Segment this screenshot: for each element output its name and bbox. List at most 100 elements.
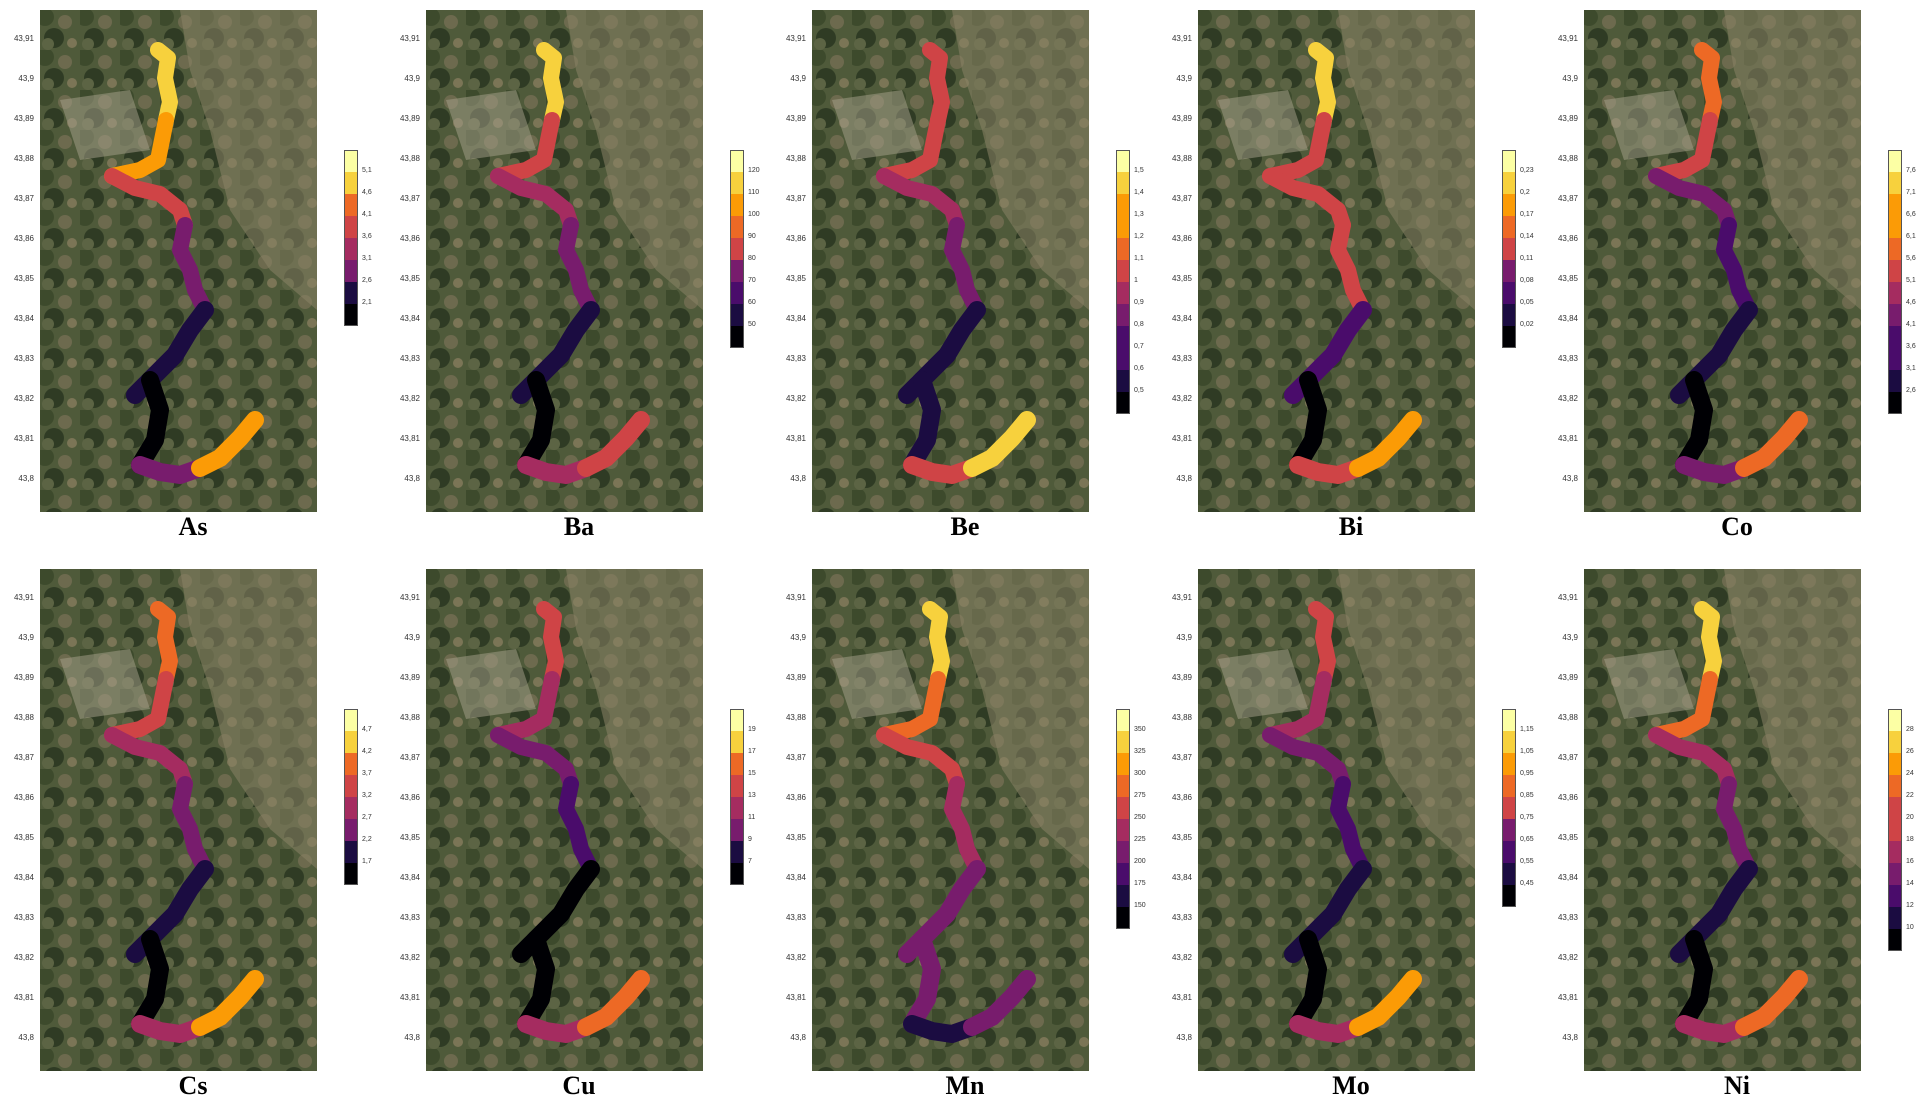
latitude-tick-label: 43,89 bbox=[1557, 114, 1578, 123]
legend-tick-label: 325 bbox=[1134, 748, 1146, 755]
legend-tick-label: 3,6 bbox=[362, 233, 372, 240]
river-segment bbox=[1349, 411, 1422, 477]
legend-tick-label: 1,05 bbox=[1520, 748, 1534, 755]
river-segment bbox=[1289, 1015, 1367, 1043]
latitude-tick-label: 43,87 bbox=[1171, 753, 1192, 762]
latitude-tick-label: 43,82 bbox=[13, 394, 34, 403]
legend-swatch bbox=[344, 731, 358, 753]
legend-tick-label: 5,6 bbox=[1906, 255, 1916, 262]
latitude-tick-label: 43,81 bbox=[1557, 434, 1578, 443]
latitude-tick-label: 43,85 bbox=[785, 833, 806, 842]
legend-swatch bbox=[1888, 216, 1902, 238]
latitude-tick-label: 43,81 bbox=[1557, 993, 1578, 1002]
river-segment bbox=[903, 1015, 981, 1043]
legend-swatch bbox=[1116, 731, 1130, 753]
legend-swatch bbox=[1888, 348, 1902, 370]
latitude-tick-label: 43,8 bbox=[404, 1033, 420, 1042]
river-segment bbox=[558, 217, 599, 318]
legend-swatch bbox=[1116, 753, 1130, 775]
legend-tick-label: 18 bbox=[1906, 836, 1914, 843]
legend-tick-label: 7,6 bbox=[1906, 167, 1916, 174]
legend-swatch bbox=[1116, 370, 1130, 392]
river-segment bbox=[577, 970, 650, 1036]
latitude-tick-label: 43,82 bbox=[1557, 953, 1578, 962]
urban-area bbox=[446, 649, 536, 719]
legend-tick-label: 1,7 bbox=[362, 858, 372, 865]
legend-swatch bbox=[730, 194, 744, 216]
latitude-tick-label: 43,89 bbox=[13, 114, 34, 123]
river-segment bbox=[1735, 411, 1808, 477]
legend-tick-label: 250 bbox=[1134, 814, 1146, 821]
map-panel-ni: 43,91 43,9 43,89 43,88 43,87 43,86 43,85 43,84 4… bbox=[1544, 559, 1930, 1118]
river-segment bbox=[517, 1015, 595, 1043]
legend-swatch bbox=[1888, 150, 1902, 172]
legend-frame bbox=[730, 709, 744, 885]
legend-tick-label: 6,1 bbox=[1906, 233, 1916, 240]
latitude-tick-label: 43,84 bbox=[1171, 873, 1192, 882]
map-panel-as: 43,91 43,9 43,89 43,88 43,87 43,86 43,85 43,84 4… bbox=[0, 0, 386, 559]
latitude-tick-label: 43,84 bbox=[399, 873, 420, 882]
element-label: Cu bbox=[562, 1071, 596, 1100]
legend-swatch bbox=[1888, 172, 1902, 194]
river-segment bbox=[903, 371, 941, 474]
river-segment bbox=[1716, 217, 1757, 318]
latitude-tick-label: 43,87 bbox=[399, 753, 420, 762]
river-segment bbox=[876, 671, 946, 743]
map-panel-be: 43,91 43,9 43,89 43,88 43,87 43,86 43,85 43,84 4… bbox=[772, 0, 1158, 559]
legend-tick-label: 12 bbox=[1906, 902, 1914, 909]
legend-swatch bbox=[1888, 194, 1902, 216]
latitude-tick-label: 43,87 bbox=[1557, 753, 1578, 762]
legend-swatch bbox=[344, 841, 358, 863]
latitude-tick-label: 43,91 bbox=[13, 593, 34, 602]
latitude-tick-label: 43,91 bbox=[399, 34, 420, 43]
latitude-tick-label: 43,82 bbox=[785, 394, 806, 403]
legend-swatch bbox=[730, 863, 744, 885]
legend-tick-label: 350 bbox=[1134, 726, 1146, 733]
color-legend: 7,6 7,1 6,6 6,1 5,6 5,1 4,6 4,1 3,6 3,1 2,6 bbox=[1888, 150, 1916, 414]
color-legend: 19 17 15 13 11 9 7 bbox=[730, 709, 756, 885]
map-panel-ba: 43,91 43,9 43,89 43,88 43,87 43,86 43,85 43,84 4… bbox=[386, 0, 772, 559]
river-segment bbox=[104, 727, 193, 792]
river-segment bbox=[536, 601, 564, 687]
satellite-map bbox=[426, 569, 703, 1071]
legend-tick-label: 50 bbox=[748, 321, 756, 328]
river-segment bbox=[876, 168, 965, 233]
legend-tick-label: 0,95 bbox=[1520, 770, 1534, 777]
map-panel-cu: 43,91 43,9 43,89 43,88 43,87 43,86 43,85 43,84 4… bbox=[386, 559, 772, 1118]
river-segment bbox=[191, 970, 264, 1036]
river-segment bbox=[1308, 601, 1336, 687]
legend-tick-label: 60 bbox=[748, 299, 756, 306]
river-segment bbox=[1694, 42, 1722, 128]
river-segment bbox=[131, 1015, 209, 1043]
latitude-tick-label: 43,85 bbox=[399, 274, 420, 283]
map-panel-cs: 43,91 43,9 43,89 43,88 43,87 43,86 43,85 43,84 4… bbox=[0, 559, 386, 1118]
legend-swatch bbox=[1888, 753, 1902, 775]
legend-swatch bbox=[344, 216, 358, 238]
color-legend: 0,23 0,2 0,17 0,14 0,11 0,08 0,05 0,02 bbox=[1502, 150, 1534, 348]
latitude-tick-label: 43,87 bbox=[13, 194, 34, 203]
legend-swatch bbox=[1116, 348, 1130, 370]
latitude-tick-label: 43,83 bbox=[13, 354, 34, 363]
river-segment bbox=[490, 727, 579, 792]
urban-area bbox=[1218, 90, 1308, 160]
legend-tick-label: 2,6 bbox=[1906, 387, 1916, 394]
legend-tick-label: 175 bbox=[1134, 880, 1146, 887]
legend-swatch bbox=[344, 819, 358, 841]
legend-tick-label: 0,8 bbox=[1134, 321, 1144, 328]
latitude-tick-label: 43,84 bbox=[1557, 873, 1578, 882]
legend-tick-label: 0,11 bbox=[1520, 255, 1534, 262]
latitude-tick-label: 43,83 bbox=[1557, 354, 1578, 363]
legend-frame bbox=[1888, 150, 1902, 414]
latitude-tick-label: 43,85 bbox=[399, 833, 420, 842]
latitude-axis: 43,91 43,9 43,89 43,88 43,87 43,86 43,85 43,84 4… bbox=[386, 559, 426, 1118]
river-segment bbox=[104, 168, 193, 233]
river-segment bbox=[131, 930, 169, 1033]
legend-tick-label: 0,55 bbox=[1520, 858, 1534, 865]
river-segment bbox=[944, 776, 985, 877]
latitude-tick-label: 43,81 bbox=[13, 993, 34, 1002]
element-label: Mo bbox=[1332, 1071, 1370, 1100]
legend-tick-label: 0,08 bbox=[1520, 277, 1534, 284]
satellite-map bbox=[1584, 569, 1861, 1071]
latitude-tick-label: 43,88 bbox=[13, 713, 34, 722]
river-segment bbox=[517, 930, 555, 1033]
